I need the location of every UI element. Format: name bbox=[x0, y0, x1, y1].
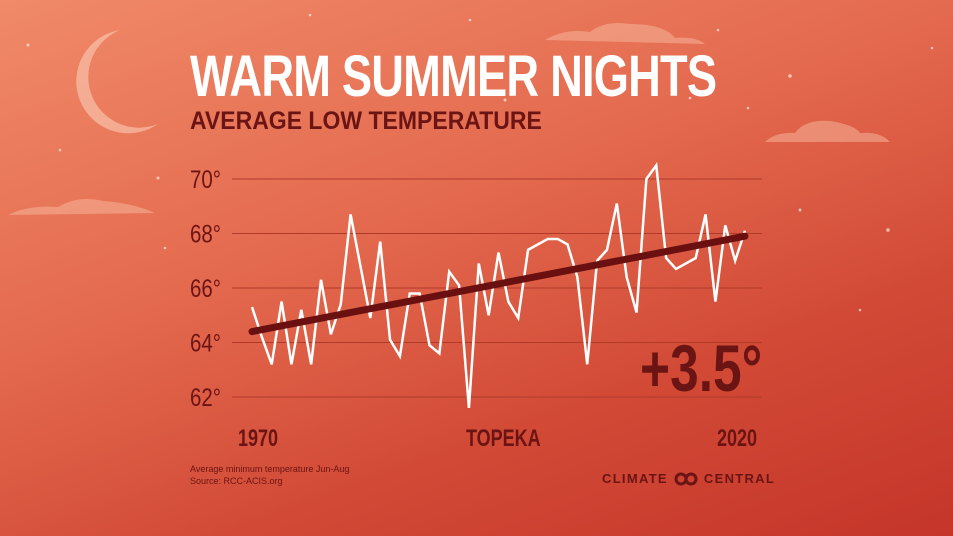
y-tick-label: 70° bbox=[190, 165, 221, 193]
cloud-right bbox=[765, 120, 890, 142]
footnote-source: Source: RCC-ACIS.org bbox=[190, 476, 283, 486]
trend-line bbox=[248, 232, 749, 336]
stars bbox=[26, 13, 934, 312]
logo-text-left: CLIMATE bbox=[602, 471, 668, 486]
x-tick-label-start: 1970 bbox=[238, 425, 279, 452]
y-tick-label: 66° bbox=[190, 274, 221, 302]
logo-text-right: CENTRAL bbox=[703, 471, 776, 486]
climate-central-logo: CLIMATE CENTRAL bbox=[602, 471, 775, 486]
y-tick-label: 68° bbox=[190, 220, 221, 248]
moon-icon bbox=[76, 30, 158, 134]
cloud-top bbox=[545, 23, 705, 44]
cloud-left bbox=[8, 199, 155, 215]
chart-subtitle: AVERAGE LOW TEMPERATURE bbox=[190, 107, 542, 135]
location-label: TOPEKA bbox=[466, 425, 541, 452]
logo-rings-icon bbox=[674, 472, 698, 485]
x-tick-label-end: 2020 bbox=[717, 425, 758, 452]
change-annotation: +3.5° bbox=[640, 331, 763, 405]
chart-title: WARM SUMMER NIGHTS bbox=[190, 44, 717, 109]
y-tick-label: 62° bbox=[190, 383, 221, 411]
y-tick-label: 64° bbox=[190, 329, 221, 357]
footnote-description: Average minimum temperature Jun-Aug bbox=[190, 464, 350, 474]
